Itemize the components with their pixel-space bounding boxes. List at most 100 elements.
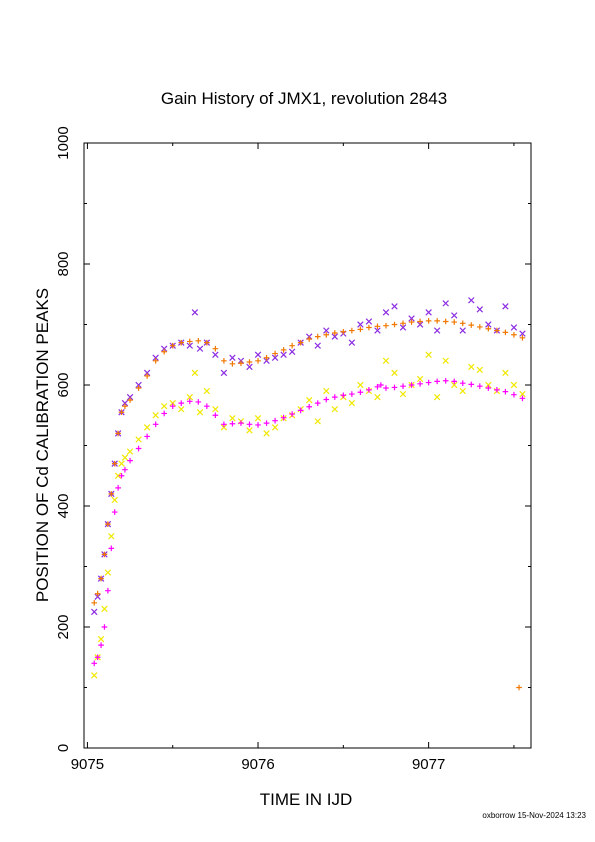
data-point [289, 342, 295, 349]
data-point [178, 339, 185, 346]
data-point [135, 385, 142, 391]
data-point [399, 324, 407, 331]
data-point [101, 605, 108, 613]
data-point [383, 322, 389, 329]
data-point [118, 472, 125, 479]
data-point [204, 403, 210, 409]
data-point [98, 642, 104, 648]
data-point [195, 338, 202, 344]
data-point [160, 402, 168, 410]
data-point [374, 327, 381, 334]
data-point [127, 457, 133, 464]
data-point [433, 393, 441, 401]
data-point [382, 309, 390, 316]
data-point [195, 399, 202, 405]
data-point [135, 381, 142, 389]
data-point [494, 327, 500, 334]
data-point [91, 600, 98, 606]
x-axis-label: TIME IN IJD [260, 790, 353, 809]
data-point [289, 411, 295, 417]
data-point [238, 360, 244, 367]
x-tick-label: 9075 [71, 756, 104, 773]
data-point [391, 369, 398, 377]
data-point [399, 390, 407, 398]
data-point [121, 454, 129, 461]
data-point [425, 318, 432, 324]
y-tick-labels: 0 200 400 600 800 1000 [55, 126, 72, 752]
data-point [94, 593, 101, 600]
data-point [122, 466, 128, 473]
data-point [485, 321, 492, 328]
data-point [229, 415, 236, 422]
data-point [94, 590, 101, 597]
data-point [442, 318, 449, 325]
data-point [323, 327, 330, 334]
data-point [331, 405, 339, 413]
data-point [272, 417, 278, 424]
data-point [91, 672, 98, 679]
chart-title: Gain History of JMX1, revolution 2843 [161, 89, 447, 108]
data-point [451, 378, 458, 385]
data-point [477, 324, 483, 330]
x-tick-labels: 9075 9076 9077 [71, 756, 446, 773]
data-point [186, 338, 193, 345]
data-point [340, 328, 347, 335]
data-point [152, 354, 159, 361]
data-point [280, 414, 287, 421]
data-point [122, 403, 128, 409]
data-point [459, 320, 466, 327]
data-point [340, 392, 347, 399]
data-point [246, 363, 253, 371]
data-point [519, 395, 526, 402]
data-point [425, 379, 432, 386]
data-point [519, 335, 526, 341]
data-point [272, 350, 278, 357]
data-point [374, 323, 381, 330]
data-point [502, 329, 509, 336]
data-point [212, 345, 219, 352]
data-point [169, 403, 176, 409]
data-point [271, 424, 279, 431]
data-point [91, 608, 98, 616]
data-point [378, 382, 384, 388]
data-point [433, 327, 441, 334]
data-point [314, 333, 321, 340]
data-point [331, 394, 338, 400]
data-point [152, 412, 159, 419]
data-point [203, 387, 211, 395]
data-point [238, 420, 244, 426]
y-tick-label: 0 [55, 744, 72, 752]
data-point [442, 300, 449, 307]
data-point [178, 405, 185, 413]
y-tick-label: 200 [55, 614, 72, 639]
data-point [288, 348, 296, 355]
data-point [161, 410, 167, 417]
data-point [348, 399, 356, 407]
data-point [494, 387, 500, 393]
data-point [451, 312, 458, 319]
data-point [246, 359, 253, 365]
data-point [191, 309, 199, 316]
data-point [442, 357, 449, 365]
plot-frame [83, 142, 532, 749]
data-point [114, 472, 122, 479]
x-tick-label: 9076 [241, 756, 274, 773]
data-point [144, 433, 150, 440]
data-point [221, 421, 227, 428]
data-point [510, 324, 518, 331]
data-point [186, 393, 194, 401]
y-tick-label: 600 [55, 372, 72, 397]
data-point [121, 399, 129, 407]
data-point [459, 387, 466, 395]
data-point [204, 339, 210, 346]
data-point [143, 424, 151, 431]
data-point [425, 309, 432, 316]
data-point [246, 421, 253, 428]
data-point [212, 412, 219, 419]
data-point [400, 383, 406, 390]
series-0 [91, 297, 526, 616]
data-point [408, 315, 415, 322]
data-point [178, 400, 185, 406]
data-point [408, 319, 415, 325]
data-point [459, 380, 466, 386]
